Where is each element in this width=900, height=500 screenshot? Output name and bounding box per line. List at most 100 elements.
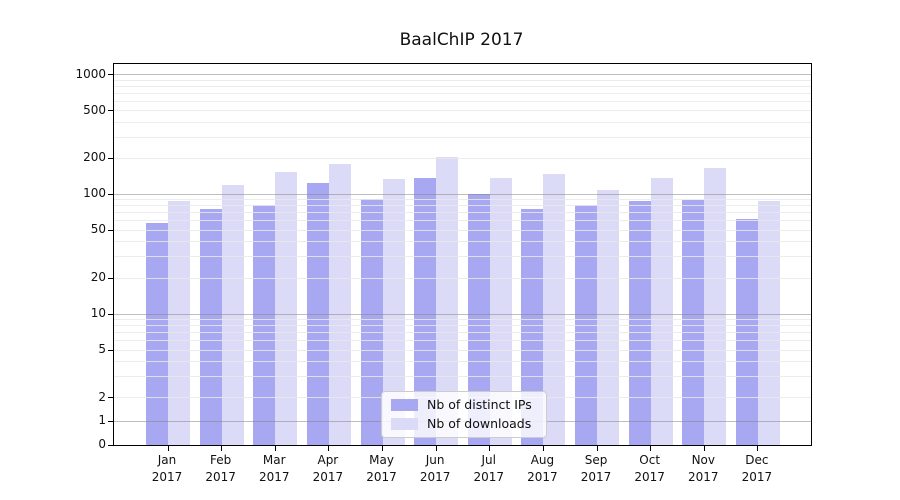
x-tick — [328, 446, 330, 451]
bar-distinct-ips-jan — [146, 222, 168, 445]
x-tick-label: Apr 2017 — [298, 452, 358, 486]
x-tick-label: Jul 2017 — [459, 452, 519, 486]
bar-downloads-dec — [757, 200, 780, 445]
y-tick — [108, 110, 113, 112]
x-tick — [167, 446, 169, 451]
y-tick — [108, 74, 113, 76]
bars-layer — [114, 64, 811, 445]
y-tick — [108, 193, 113, 195]
bar-downloads-mar — [275, 171, 298, 445]
bar-downloads-nov — [704, 168, 727, 445]
y-tick — [108, 157, 113, 159]
bar-downloads-apr — [328, 163, 351, 445]
y-tick — [108, 313, 113, 315]
legend-item-distinct-ips: Nb of distinct IPs — [391, 397, 537, 412]
x-tick-label: Mar 2017 — [244, 452, 304, 486]
x-tick-label-year: 2017 — [580, 470, 612, 484]
y-tick-label: 20 — [90, 270, 106, 284]
x-tick-label-year: 2017 — [419, 470, 451, 484]
legend: Nb of distinct IPs Nb of downloads — [381, 391, 547, 438]
x-tick-label-month: Jan — [157, 453, 177, 467]
x-tick-label: Feb 2017 — [191, 452, 251, 486]
bar-downloads-jun — [436, 157, 459, 445]
y-tick-label: 50 — [90, 222, 106, 237]
y-tick-label: 1000 — [75, 66, 106, 81]
y-tick-label: 2 — [98, 389, 106, 404]
x-tick — [382, 446, 384, 451]
x-tick-label-month: Sep — [584, 453, 608, 467]
bar-distinct-ips-feb — [199, 209, 222, 445]
x-tick-label-year: 2017 — [741, 470, 773, 484]
x-tick-label-year: 2017 — [634, 470, 665, 484]
bar-distinct-ips-mar — [253, 205, 276, 445]
x-tick-label: Dec 2017 — [727, 452, 787, 486]
legend-label-downloads: Nb of downloads — [427, 416, 532, 431]
x-tick-label-month: Oct — [639, 453, 661, 467]
x-tick-label: Sep 2017 — [566, 452, 626, 486]
y-tick-label: 100 — [83, 186, 106, 201]
x-tick-label-month: Nov — [691, 453, 715, 467]
x-tick-label-month: Mar — [262, 453, 286, 467]
x-tick — [435, 446, 437, 451]
y-tick-label: 1 — [98, 413, 106, 428]
x-tick-label-year: 2017 — [151, 470, 183, 484]
y-tick — [108, 277, 113, 279]
x-tick — [596, 446, 598, 451]
chart-title: BaalChIP 2017 — [399, 30, 524, 50]
bar-distinct-ips-nov — [682, 200, 705, 445]
bar-distinct-ips-jun — [414, 178, 437, 445]
x-tick-label-month: Dec — [745, 453, 769, 467]
bar-downloads-jul — [489, 177, 512, 445]
plot-area: Nb of distinct IPs Nb of downloads — [108, 63, 812, 451]
y-tick — [108, 349, 113, 351]
x-tick-label-year: 2017 — [473, 470, 505, 484]
x-tick-label-month: Aug — [530, 453, 555, 467]
y-tick-label: 200 — [83, 150, 106, 165]
bar-downloads-may — [382, 179, 405, 445]
y-tick — [108, 444, 113, 446]
x-tick-label-month: Jun — [425, 453, 445, 467]
x-tick-label-month: Feb — [210, 453, 232, 467]
x-tick-label: Oct 2017 — [620, 452, 680, 486]
x-tick — [542, 446, 544, 451]
x-tick-label-year: 2017 — [205, 470, 236, 484]
x-tick-label-month: Jul — [481, 453, 496, 467]
bar-downloads-oct — [650, 178, 673, 445]
x-tick-label-year: 2017 — [366, 470, 397, 484]
x-tick-label-month: Apr — [317, 453, 339, 467]
x-tick — [703, 446, 705, 451]
x-tick-label-month: May — [369, 453, 394, 467]
y-tick-label: 10 — [90, 306, 106, 321]
bar-distinct-ips-dec — [735, 219, 758, 445]
y-tick-label: 0 — [98, 437, 106, 451]
y-tick-label: 5 — [98, 342, 106, 357]
x-tick — [757, 446, 759, 451]
x-tick-label-year: 2017 — [312, 470, 344, 484]
x-tick-label: May 2017 — [352, 452, 412, 486]
bar-distinct-ips-may — [360, 198, 383, 445]
legend-swatch-distinct-ips — [391, 398, 418, 411]
legend-swatch-downloads — [391, 417, 418, 430]
x-tick-label: Jun 2017 — [405, 452, 465, 486]
x-tick-label-year: 2017 — [258, 470, 290, 484]
x-tick — [489, 446, 491, 451]
bar-distinct-ips-oct — [628, 200, 651, 445]
bar-distinct-ips-aug — [521, 209, 544, 445]
bar-distinct-ips-sep — [575, 205, 598, 445]
bar-distinct-ips-apr — [306, 182, 329, 445]
y-tick-label: 500 — [83, 102, 106, 117]
x-tick — [274, 446, 276, 451]
y-tick — [108, 397, 113, 399]
bar-downloads-sep — [597, 190, 620, 445]
y-tick — [108, 420, 113, 422]
legend-label-distinct-ips: Nb of distinct IPs — [427, 397, 532, 412]
x-tick — [221, 446, 223, 451]
legend-item-downloads: Nb of downloads — [391, 416, 537, 431]
x-tick-label-year: 2017 — [527, 470, 558, 484]
x-tick — [650, 446, 652, 451]
x-tick-label: Jan 2017 — [137, 452, 197, 486]
y-tick — [108, 229, 113, 231]
x-tick-label: Aug 2017 — [512, 452, 572, 486]
x-tick-label: Nov 2017 — [673, 452, 733, 486]
